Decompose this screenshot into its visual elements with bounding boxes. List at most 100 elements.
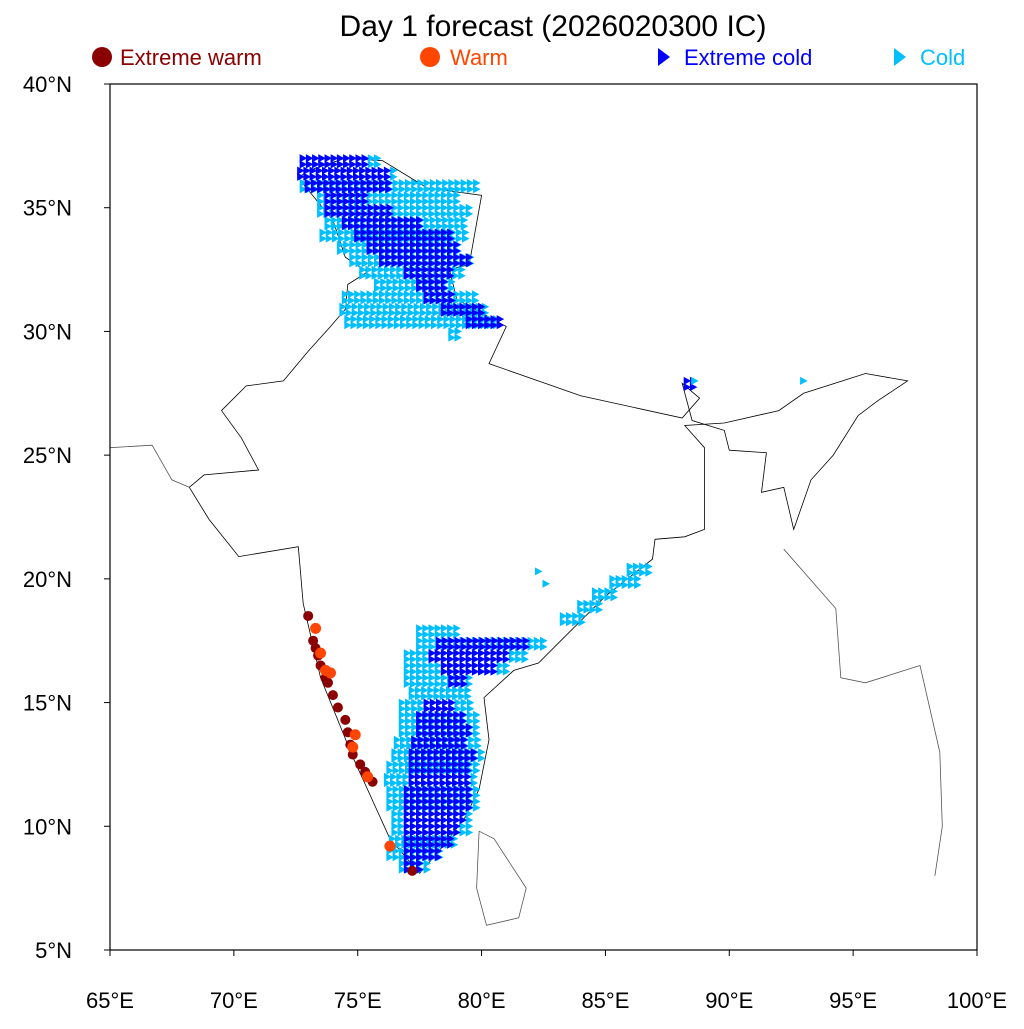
extreme-cold-marker	[459, 649, 467, 658]
cold-marker	[387, 315, 396, 324]
extreme-cold-marker	[436, 642, 444, 651]
extreme-cold-marker	[447, 809, 455, 818]
cold-marker	[433, 692, 441, 701]
extreme-cold-marker	[409, 222, 418, 231]
cold-marker	[408, 692, 417, 701]
myanmar-coast	[783, 548, 943, 876]
cold-marker	[411, 179, 419, 187]
extreme-cold-marker	[334, 172, 342, 181]
extreme-cold-marker	[421, 772, 429, 781]
cold-marker	[370, 302, 378, 311]
extreme-cold-marker	[416, 222, 424, 231]
extreme-cold-marker	[385, 240, 393, 249]
extreme-cold-marker	[422, 729, 430, 738]
cold-marker	[388, 308, 397, 317]
extreme-cold-marker	[434, 717, 443, 726]
extreme-cold-marker	[422, 853, 430, 862]
cold-marker	[400, 741, 408, 750]
extreme-cold-marker	[447, 234, 455, 243]
extreme-cold-marker	[497, 642, 506, 651]
cold-marker	[416, 673, 424, 682]
extreme-cold-marker	[496, 315, 505, 324]
extreme-cold-marker	[466, 642, 475, 651]
cold-marker	[453, 197, 461, 206]
extreme-cold-marker	[385, 234, 393, 243]
cold-marker	[427, 686, 435, 695]
cold-marker	[405, 717, 413, 726]
cold-marker	[527, 642, 536, 651]
cold-marker	[473, 797, 481, 806]
extreme-cold-marker	[459, 667, 467, 676]
cold-marker	[403, 290, 412, 299]
cold-marker	[428, 624, 436, 633]
extreme-cold-marker	[440, 247, 449, 255]
extreme-cold-marker	[414, 772, 423, 781]
cold-marker	[502, 661, 511, 670]
x-tick-label: 100°E	[947, 988, 1007, 1013]
extreme-cold-marker	[453, 723, 461, 732]
extreme-cold-marker	[372, 222, 381, 231]
cold-marker	[367, 259, 376, 268]
cold-marker	[447, 209, 455, 218]
extreme-warm-marker	[347, 749, 358, 760]
extreme-cold-marker	[324, 191, 332, 200]
y-tick-label: 30°N	[23, 319, 72, 344]
cold-marker	[403, 191, 412, 200]
cold-marker	[355, 259, 363, 268]
y-tick-label: 35°N	[23, 196, 72, 221]
extreme-cold-marker	[409, 234, 418, 243]
extreme-cold-marker	[379, 179, 387, 187]
extreme-cold-marker	[436, 704, 444, 713]
extreme-cold-marker	[453, 667, 461, 676]
extreme-cold-marker	[453, 661, 461, 670]
extreme-cold-marker	[440, 240, 449, 249]
cold-marker	[392, 284, 401, 293]
extreme-cold-marker	[447, 803, 455, 812]
extreme-cold-marker	[309, 172, 318, 181]
extreme-cold-marker	[442, 735, 450, 744]
extreme-cold-marker	[380, 209, 388, 218]
cold-marker	[416, 203, 424, 212]
extreme-cold-marker	[422, 228, 430, 237]
cold-marker	[359, 271, 367, 280]
extreme-cold-marker	[440, 284, 449, 293]
cold-marker	[325, 228, 334, 237]
cold-marker	[448, 333, 456, 342]
extreme-cold-marker	[343, 209, 351, 218]
cold-marker	[578, 612, 586, 620]
extreme-cold-marker	[346, 166, 355, 175]
cold-marker	[372, 290, 381, 299]
extreme-cold-marker	[440, 234, 449, 243]
extreme-cold-marker	[391, 259, 399, 268]
cold-marker	[422, 636, 430, 645]
extreme-cold-marker	[440, 265, 449, 274]
extreme-cold-marker	[310, 185, 319, 194]
extreme-cold-marker	[355, 203, 363, 212]
x-tick-label: 75°E	[334, 988, 382, 1013]
extreme-cold-marker	[416, 785, 424, 794]
cold-marker	[474, 741, 482, 750]
extreme-cold-marker	[403, 222, 412, 231]
extreme-cold-marker	[416, 840, 424, 849]
cold-marker	[403, 649, 412, 658]
cold-marker	[372, 191, 381, 200]
extreme-cold-marker	[355, 191, 363, 200]
pakistan-coast	[109, 444, 190, 488]
cold-marker	[416, 197, 424, 206]
extreme-cold-marker	[416, 816, 424, 825]
cold-marker	[572, 612, 580, 620]
extreme-cold-marker	[414, 779, 423, 787]
cold-marker	[459, 290, 467, 299]
cold-marker	[473, 785, 481, 794]
extreme-cold-marker	[354, 185, 362, 194]
cold-marker	[462, 228, 470, 237]
extreme-cold-marker	[447, 797, 455, 806]
extreme-cold-marker	[427, 766, 435, 775]
extreme-cold-marker	[322, 166, 330, 175]
extreme-cold-marker	[422, 840, 430, 849]
cold-marker	[400, 315, 408, 324]
warm-marker	[384, 840, 396, 852]
cold-marker	[626, 562, 635, 571]
cold-marker	[422, 642, 430, 651]
extreme-cold-marker	[447, 822, 455, 831]
